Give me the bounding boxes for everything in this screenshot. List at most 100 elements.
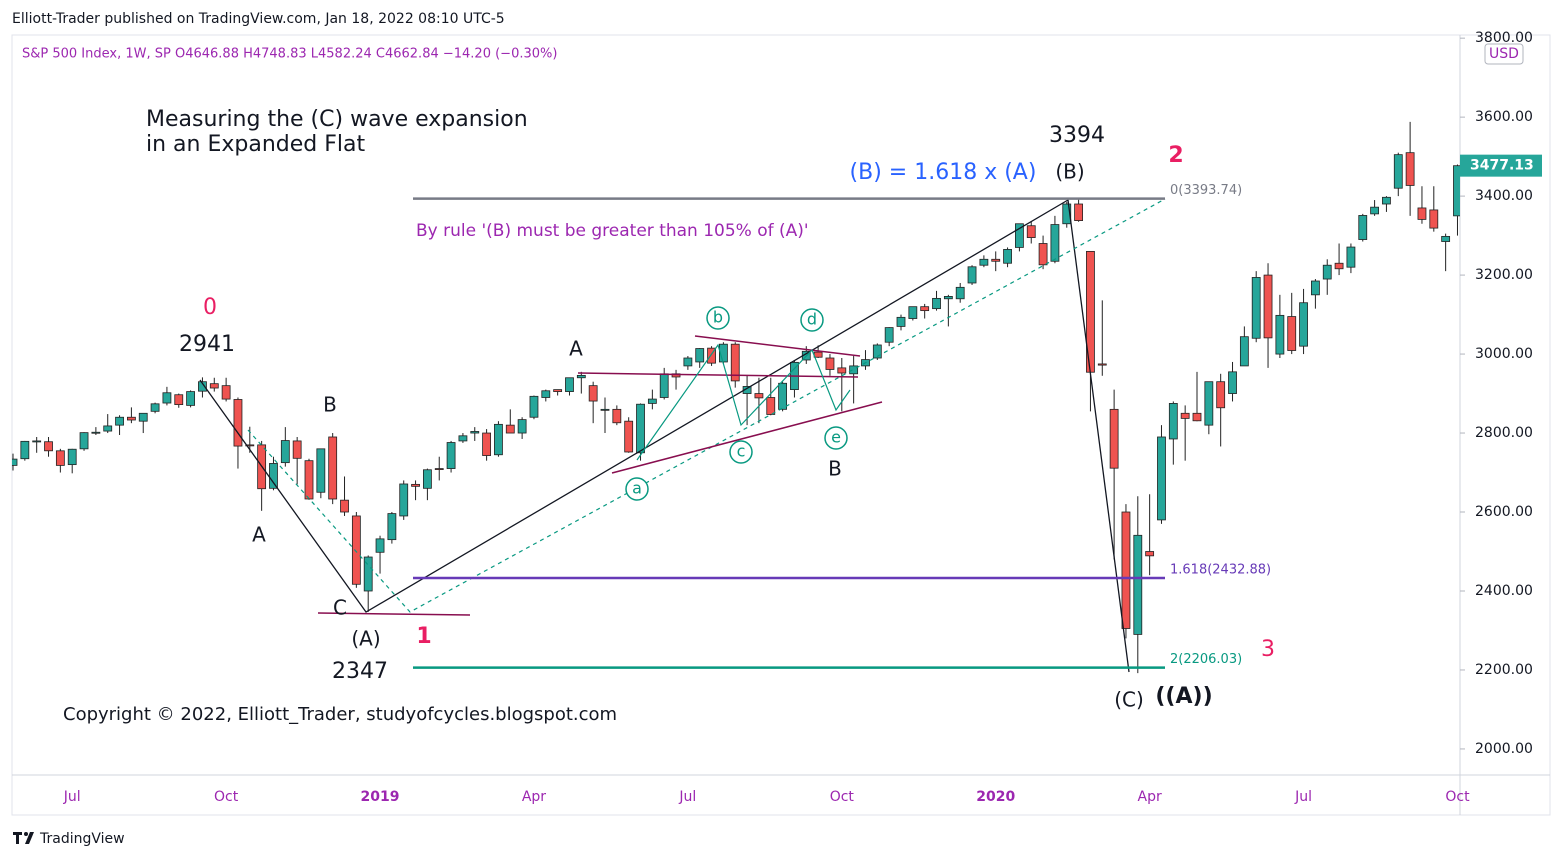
candle-body: [1180, 412, 1190, 419]
candle-body: [695, 348, 705, 363]
candle-body: [115, 416, 124, 426]
candle-body: [340, 499, 349, 513]
candle-body: [434, 468, 444, 470]
candle-body: [778, 382, 787, 410]
candle-body: [482, 432, 492, 456]
candle-body: [1109, 408, 1119, 469]
candle-body: [1074, 203, 1083, 221]
x-tick-label: Apr: [1138, 789, 1162, 805]
candle-body: [588, 385, 598, 402]
candle-body: [920, 306, 930, 312]
x-tick-label: Oct: [1445, 789, 1470, 805]
candle-body: [1287, 316, 1297, 351]
annotation: d: [807, 310, 817, 329]
candle-body: [647, 398, 657, 404]
candle-body: [1346, 246, 1356, 268]
candle-body: [91, 431, 101, 434]
candle-body: [103, 425, 113, 432]
candle-body: [79, 432, 89, 450]
x-tick-label: Jul: [678, 789, 696, 805]
candle-body: [1405, 152, 1415, 186]
x-tick-label: Jul: [63, 789, 81, 805]
candle-body: [707, 347, 716, 364]
candle-body: [387, 513, 397, 541]
candle-body: [932, 297, 941, 310]
fib-label: 2(2206.03): [1170, 652, 1242, 667]
candle-body: [446, 442, 456, 469]
trend-line: [577, 372, 859, 378]
candle-body: [943, 296, 953, 300]
annotation: 2347: [332, 659, 388, 684]
candle-body: [636, 403, 645, 454]
candle-body: [494, 423, 503, 456]
candle-body: [1334, 262, 1344, 270]
candle-body: [1015, 223, 1024, 248]
candle-body: [683, 357, 693, 367]
annotation: c: [737, 442, 746, 461]
symbol-line: S&P 500 Index, 1W, SP O4646.88 H4748.83 …: [22, 47, 557, 62]
annotation: 3394: [1049, 123, 1105, 148]
candle-body: [304, 460, 314, 500]
candle-body: [1145, 551, 1155, 557]
candle-body: [12, 458, 18, 466]
candle-body: [67, 448, 77, 466]
annotation: Copyright © 2022, Elliott_Trader, studyo…: [63, 704, 617, 725]
wave-circle: [729, 440, 753, 464]
annotation: (A): [351, 627, 380, 651]
annotation: B: [323, 393, 337, 417]
y-tick-label: 2200.00: [1475, 662, 1533, 678]
candle-body: [351, 515, 361, 585]
candle-body: [1157, 436, 1166, 521]
candle-body: [517, 419, 527, 434]
candle-body: [849, 365, 859, 375]
candle-body: [269, 463, 278, 489]
triangle-waves: [636, 343, 851, 461]
candle-body: [470, 431, 480, 434]
candle-body: [422, 469, 432, 489]
candle-body: [411, 483, 420, 487]
x-tick-label: 2020: [976, 789, 1015, 805]
y-tick-label: 3000.00: [1475, 346, 1533, 362]
candle-body: [1393, 154, 1403, 189]
candle-body: [375, 538, 385, 553]
candle-body: [872, 344, 882, 359]
candle-body: [1192, 412, 1202, 422]
annotation: 1: [416, 624, 431, 649]
candle-body: [138, 412, 148, 422]
annotation: A: [569, 337, 583, 361]
candle-body: [967, 266, 977, 284]
candle-body: [399, 483, 409, 517]
candle-body: [1417, 207, 1427, 220]
candle-body: [529, 395, 539, 418]
annotation: 2: [1168, 143, 1183, 168]
candle-body: [955, 286, 965, 300]
candle-body: [576, 374, 586, 379]
fib-label: 1.618(2432.88): [1170, 563, 1271, 578]
candle-body: [1168, 403, 1178, 440]
annotation: A: [252, 523, 266, 547]
wave-circle: [706, 306, 730, 330]
annotation: (B) = 1.618 x (A): [850, 160, 1037, 185]
last-price-label: 3477.13: [1470, 158, 1534, 174]
annotation: By rule '(B) must be greater than 105% o…: [416, 221, 809, 241]
candle-body: [1228, 371, 1237, 394]
candle-body: [612, 408, 622, 424]
candle-body: [186, 391, 196, 406]
wave-circle: [824, 426, 848, 450]
wave-circle: [625, 477, 649, 501]
candle-body: [316, 448, 326, 493]
candle-body: [979, 258, 989, 266]
candle-body: [908, 306, 918, 319]
annotation: in an Expanded Flat: [146, 132, 365, 157]
candle-body: [1382, 196, 1391, 205]
wave-line: [199, 198, 1130, 673]
candle-body: [233, 399, 243, 447]
annotation: B: [828, 457, 842, 481]
annotation: e: [831, 428, 841, 447]
y-tick-label: 3800.00: [1475, 30, 1533, 46]
y-tick-label: 2000.00: [1475, 741, 1533, 757]
candle-body: [55, 450, 65, 466]
candle-body: [20, 440, 30, 460]
candle-body: [565, 377, 574, 392]
trend-line: [317, 612, 471, 616]
